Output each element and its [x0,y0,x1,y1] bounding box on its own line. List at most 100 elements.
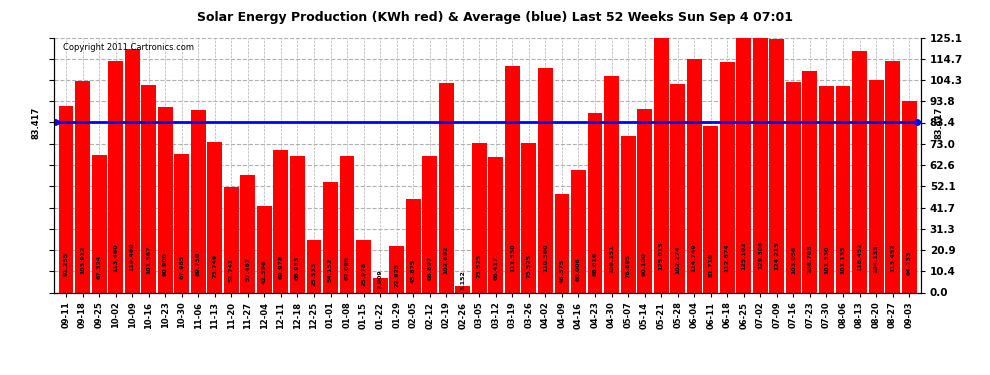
Bar [340,156,354,292]
Bar [142,86,156,292]
Text: 101.135: 101.135 [841,246,845,274]
Bar [670,84,685,292]
Text: 73.749: 73.749 [212,254,218,278]
Bar [174,154,189,292]
Text: 106.151: 106.151 [609,244,614,273]
Bar [687,58,702,292]
Bar [472,142,487,292]
Text: 60.006: 60.006 [576,257,581,280]
Text: Copyright 2011 Cartronics.com: Copyright 2011 Cartronics.com [63,43,194,52]
Bar [241,176,255,292]
Text: 118.452: 118.452 [857,243,862,271]
Bar [273,150,288,292]
Text: 108.703: 108.703 [808,244,813,273]
Bar [58,106,73,292]
Bar [720,62,735,292]
Bar [307,240,322,292]
Text: 125.102: 125.102 [742,242,746,270]
Bar [92,155,107,292]
Text: 48.375: 48.375 [559,258,564,283]
Text: 113.452: 113.452 [890,243,895,272]
Text: 103.056: 103.056 [791,245,796,274]
Bar [439,83,453,292]
Text: 67.090: 67.090 [345,255,349,279]
Bar [356,240,371,292]
Bar [488,157,503,292]
Text: 73.525: 73.525 [527,254,532,279]
Text: 114.749: 114.749 [692,243,697,272]
Bar [323,182,338,292]
Bar [257,206,272,292]
Text: 25.533: 25.533 [312,262,317,286]
Text: 124.215: 124.215 [774,242,779,270]
Bar [554,194,569,292]
Text: 51.741: 51.741 [229,258,234,282]
Text: 102.692: 102.692 [444,245,448,274]
Bar [571,170,586,292]
Bar [125,49,140,292]
Bar [75,81,90,292]
Bar [621,136,636,292]
Text: 66.933: 66.933 [295,255,300,279]
Bar [207,142,222,292]
Text: 103.912: 103.912 [80,245,85,273]
Text: 69.978: 69.978 [278,255,283,279]
Text: 67.985: 67.985 [179,255,184,279]
Bar [769,39,784,292]
Bar [737,38,751,292]
Bar [423,156,438,292]
Text: 102.274: 102.274 [675,245,680,274]
Bar [819,86,834,292]
Text: 7.009: 7.009 [377,270,382,290]
Bar [604,76,619,292]
Text: 119.460: 119.460 [130,243,135,271]
Text: 112.874: 112.874 [725,243,730,272]
Text: 76.895: 76.895 [626,254,631,278]
Bar [157,107,172,292]
Bar [389,246,404,292]
Bar [786,82,801,292]
Text: 129.306: 129.306 [757,241,763,269]
Text: 88.016: 88.016 [593,252,598,276]
Bar [803,71,818,292]
Text: 90.100: 90.100 [643,252,647,276]
Bar [653,38,668,292]
Bar [372,278,387,292]
Bar [868,80,883,292]
Text: 104.135: 104.135 [873,245,878,273]
Bar [588,113,603,292]
Text: 101.567: 101.567 [147,245,151,274]
Bar [224,187,239,292]
Text: 113.460: 113.460 [113,243,118,272]
Text: 3.152: 3.152 [460,270,465,290]
Text: 125.015: 125.015 [658,242,663,270]
Text: Solar Energy Production (KWh red) & Average (blue) Last 52 Weeks Sun Sep 4 07:01: Solar Energy Production (KWh red) & Aver… [197,11,793,24]
Text: 111.330: 111.330 [510,244,515,272]
Bar [852,51,867,292]
Text: 54.152: 54.152 [328,257,333,282]
Text: 110.360: 110.360 [543,244,547,273]
Bar [505,66,520,292]
Bar [455,286,470,292]
Text: 91.255: 91.255 [63,251,68,276]
Bar [290,156,305,292]
Text: 90.900: 90.900 [162,252,167,276]
Bar [538,68,552,292]
Text: 22.925: 22.925 [394,262,399,287]
Bar [836,86,850,292]
Text: 57.467: 57.467 [246,257,250,281]
Text: 67.324: 67.324 [97,255,102,279]
Bar [108,61,123,292]
Bar [406,199,421,292]
Text: 94.133: 94.133 [907,251,912,275]
Text: 89.730: 89.730 [196,252,201,276]
Text: 83.417: 83.417 [935,106,943,139]
Text: 42.598: 42.598 [262,259,267,284]
Text: 101.330: 101.330 [824,246,829,274]
Bar [753,29,768,292]
Text: 73.525: 73.525 [477,254,482,279]
Text: 81.710: 81.710 [708,253,713,277]
Bar [522,142,537,292]
Text: 45.875: 45.875 [411,259,416,283]
Bar [191,110,206,292]
